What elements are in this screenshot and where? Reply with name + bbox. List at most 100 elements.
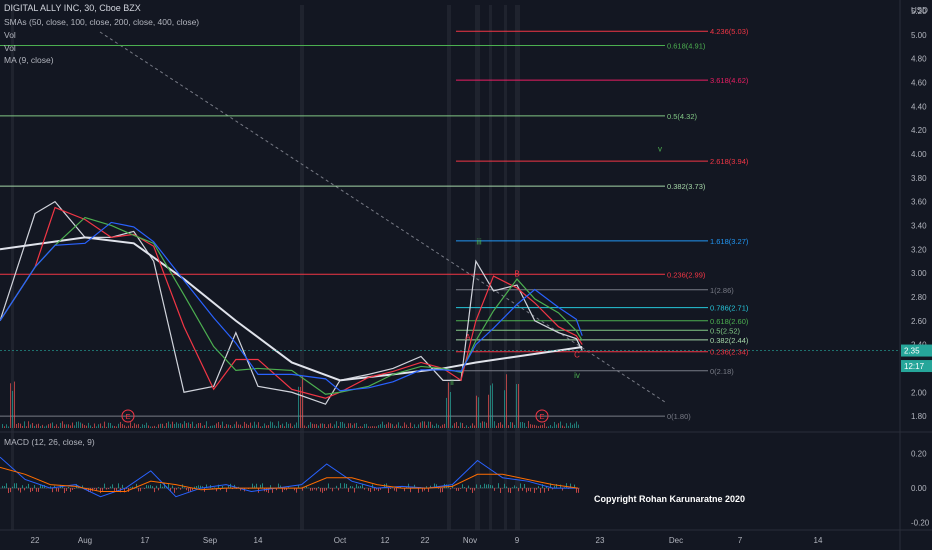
macd-histogram-bar — [310, 488, 311, 491]
volume-bar — [18, 422, 19, 428]
macd-histogram-bar — [26, 486, 27, 489]
macd-histogram-bar — [18, 488, 19, 491]
macd-histogram-bar — [276, 488, 277, 491]
volume-bar — [228, 424, 229, 428]
macd-histogram-bar — [508, 488, 509, 493]
volume-bar — [88, 422, 89, 428]
macd-histogram-bar — [534, 488, 535, 493]
macd-histogram-bar — [546, 486, 547, 489]
volume-bar — [298, 386, 299, 428]
volume-bar — [476, 395, 477, 428]
volume-bar — [362, 426, 363, 428]
macd-histogram-bar — [98, 487, 99, 489]
fib-recent-label-3: 0.5(2.52) — [710, 326, 741, 335]
volume-bar — [50, 423, 51, 428]
volume-bar — [126, 426, 127, 428]
volume-bar — [204, 425, 205, 428]
volume-bar — [124, 425, 125, 428]
price-tick-label-6: 4.00 — [911, 150, 927, 159]
macd-histogram-bar — [346, 483, 347, 489]
volume-bar — [572, 424, 573, 428]
volume-bar — [518, 383, 519, 428]
macd-histogram-bar — [50, 486, 51, 489]
macd-histogram-bar — [406, 486, 407, 489]
macd-histogram-bar — [140, 488, 141, 492]
macd-histogram-bar — [518, 488, 519, 492]
volume-bar — [386, 424, 387, 428]
price-tick-label-7: 3.80 — [911, 174, 927, 183]
macd-histogram-bar — [34, 485, 35, 489]
macd-series-1 — [0, 466, 579, 493]
macd-histogram-bar — [368, 488, 369, 491]
macd-histogram-bar — [254, 485, 255, 489]
macd-histogram-bar — [192, 488, 193, 491]
volume-bar — [20, 423, 21, 428]
price-tag-bg-1 — [901, 360, 932, 373]
macd-histogram-bar — [218, 484, 219, 489]
earnings-marker-label-0: E — [125, 412, 130, 421]
volume-bar — [34, 425, 35, 428]
vol-legend-2[interactable]: Vol — [4, 43, 16, 53]
macd-histogram-bar — [520, 483, 521, 489]
volume-bar — [406, 424, 407, 428]
volume-bar — [52, 422, 53, 428]
highlight-zone-3 — [475, 5, 480, 530]
volume-bar — [438, 424, 439, 428]
macd-histogram-bar — [164, 483, 165, 489]
macd-histogram-bar — [88, 488, 89, 492]
macd-histogram-bar — [316, 488, 317, 491]
copyright-text: Copyright Rohan Karunaratne 2020 — [594, 494, 746, 504]
ma-legend[interactable]: MA (9, close) — [4, 55, 54, 65]
volume-bar — [428, 421, 429, 428]
volume-bar — [26, 426, 27, 428]
macd-histogram-bar — [194, 486, 195, 489]
volume-bar — [304, 425, 305, 428]
volume-bar — [40, 426, 41, 428]
macd-histogram-bar — [284, 488, 285, 490]
volume-bar — [226, 424, 227, 428]
macd-histogram-bar — [8, 488, 9, 494]
macd-histogram-bar — [540, 488, 541, 493]
volume-bar — [296, 422, 297, 428]
macd-histogram-bar — [318, 486, 319, 489]
volume-bar — [426, 425, 427, 428]
volume-bar — [22, 425, 23, 428]
macd-histogram-bar — [116, 488, 117, 492]
earnings-marker-1 — [535, 409, 549, 423]
volume-bar — [478, 397, 479, 428]
volume-bar — [468, 426, 469, 428]
volume-bar — [312, 423, 313, 428]
volume-bar — [250, 422, 251, 428]
macd-histogram-bar — [72, 488, 73, 490]
volume-bar — [344, 423, 345, 428]
macd-histogram-bar — [494, 488, 495, 491]
highlight-zone-2 — [447, 5, 451, 530]
volume-bar — [504, 390, 505, 428]
volume-bar — [144, 424, 145, 428]
macd-histogram-bar — [390, 488, 391, 489]
macd-histogram-bar — [380, 488, 381, 490]
volume-bar — [424, 421, 425, 428]
vol-legend[interactable]: Vol — [4, 30, 16, 40]
macd-tick-label-2: -0.20 — [911, 519, 930, 528]
volume-bar — [302, 375, 303, 428]
volume-bar — [160, 423, 161, 428]
macd-histogram-bar — [240, 488, 241, 491]
macd-legend[interactable]: MACD (12, 26, close, 9) — [4, 437, 95, 447]
smas-legend[interactable]: SMAs (50, close, 100, close, 200, close,… — [4, 17, 200, 27]
macd-histogram-bar — [78, 487, 79, 489]
macd-histogram-bar — [200, 485, 201, 489]
highlight-zone-5 — [504, 5, 507, 530]
macd-histogram-bar — [536, 488, 537, 490]
volume-bar — [462, 423, 463, 428]
volume-bar — [320, 423, 321, 428]
time-tick-label-3: Sep — [203, 536, 218, 545]
volume-bar — [494, 421, 495, 428]
macd-histogram-bar — [70, 488, 71, 492]
time-tick-label-5: Oct — [334, 536, 347, 545]
volume-bar — [58, 426, 59, 428]
price-tick-label-11: 3.00 — [911, 269, 927, 278]
macd-histogram-bar — [206, 484, 207, 489]
volume-bar — [192, 421, 193, 428]
